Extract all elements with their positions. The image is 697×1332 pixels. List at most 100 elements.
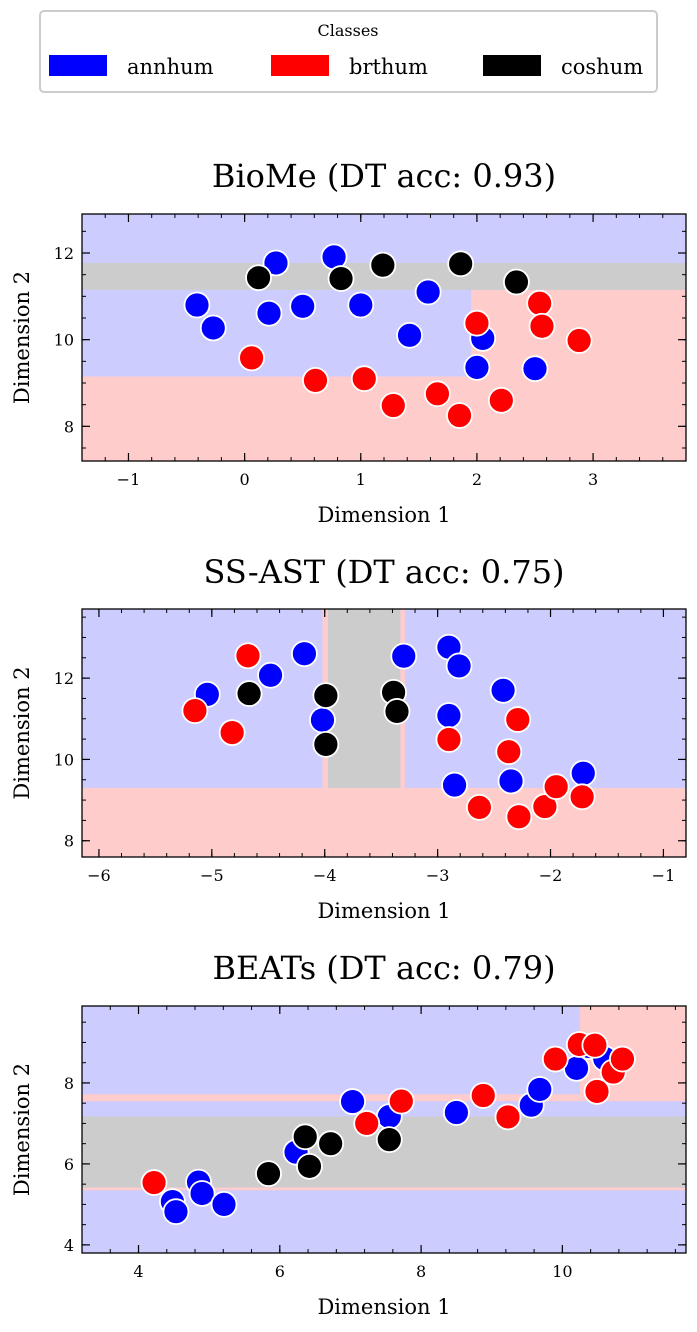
y-axis-label: Dimension 2 — [10, 1063, 34, 1196]
point-brthum — [542, 773, 570, 801]
point-annhum — [188, 1180, 216, 1207]
point-brthum — [504, 706, 532, 733]
point-annhum — [497, 767, 525, 795]
point-annhum — [414, 278, 442, 306]
point-coshum — [317, 1130, 345, 1158]
point-brthum — [531, 793, 559, 820]
point-annhum — [463, 353, 491, 381]
point-brthum — [218, 719, 246, 746]
decision-regions — [82, 609, 686, 857]
point-coshum — [503, 268, 530, 296]
x-tick-label: 4 — [133, 1262, 143, 1281]
point-annhum — [309, 706, 336, 734]
x-tick-label: −1 — [117, 470, 141, 489]
legend: Classes annhum brthum coshum — [39, 10, 658, 93]
point-annhum — [441, 771, 468, 799]
point-brthum — [609, 1045, 636, 1073]
point-annhum — [435, 702, 463, 729]
y-tick-label: 8 — [64, 1074, 74, 1093]
x-tick-label: 2 — [472, 470, 482, 489]
scatter-points — [181, 633, 597, 831]
point-coshum — [447, 250, 475, 278]
point-annhum — [183, 291, 211, 319]
point-coshum — [383, 698, 411, 725]
x-axis-label: Dimension 1 — [317, 1295, 450, 1319]
decision-region-brthum — [82, 1187, 686, 1191]
point-annhum — [339, 1088, 366, 1115]
x-tick-label: 1 — [356, 470, 366, 489]
point-coshum — [312, 730, 340, 758]
point-brthum — [350, 365, 378, 393]
x-tick-label: 3 — [588, 470, 598, 489]
point-brthum — [583, 1078, 611, 1105]
point-brthum — [565, 327, 593, 354]
x-tick-label: 6 — [275, 1262, 285, 1281]
point-annhum — [526, 1076, 554, 1103]
point-brthum — [387, 1087, 415, 1115]
point-brthum — [568, 783, 596, 811]
point-coshum — [235, 680, 263, 707]
point-brthum — [379, 392, 407, 419]
legend-swatch-annhum — [49, 55, 107, 76]
chart-title: BEATs (DT acc: 0.79) — [212, 949, 555, 987]
point-coshum — [375, 1126, 403, 1154]
point-annhum — [255, 299, 283, 327]
x-tick-label: −5 — [200, 866, 224, 885]
y-tick-label: 10 — [54, 331, 74, 350]
chart-title: BioMe (DT acc: 0.93) — [212, 157, 556, 195]
y-tick-label: 8 — [64, 417, 74, 436]
point-brthum — [487, 386, 515, 414]
chart-panel-3: 4 6 8 10 4 6 8 BEATs (DT acc: 0.79) Dimension 1 D… — [10, 949, 687, 1319]
decision-region-brthum — [82, 1094, 581, 1102]
point-annhum — [390, 642, 418, 670]
point-coshum — [255, 1160, 282, 1188]
point-annhum — [262, 249, 290, 277]
x-axis-label: Dimension 1 — [317, 503, 450, 527]
legend-swatch-coshum — [483, 55, 541, 76]
chart-title: SS-AST (DT acc: 0.75) — [203, 553, 564, 591]
scatter-points — [140, 1031, 636, 1226]
point-annhum — [489, 676, 517, 704]
x-tick-label: −4 — [313, 866, 337, 885]
point-brthum — [494, 1103, 522, 1131]
y-tick-label: 6 — [64, 1155, 74, 1174]
point-brthum — [581, 1031, 609, 1059]
x-tick-label: 8 — [416, 1262, 426, 1281]
y-axis-label: Dimension 2 — [10, 666, 34, 799]
point-coshum — [296, 1152, 323, 1180]
point-annhum — [443, 1099, 470, 1126]
point-brthum — [495, 738, 523, 766]
point-annhum — [445, 652, 473, 680]
point-annhum — [291, 640, 318, 668]
point-brthum — [465, 794, 493, 821]
legend-swatch-brthum — [271, 55, 329, 76]
scatter-points — [183, 243, 593, 429]
point-brthum — [353, 1110, 381, 1137]
point-brthum — [505, 803, 533, 831]
decision-region-brthum — [82, 376, 686, 461]
point-brthum — [528, 312, 556, 340]
y-tick-label: 8 — [64, 832, 74, 851]
x-axis-label: Dimension 1 — [317, 899, 450, 923]
x-tick-label: −6 — [87, 866, 111, 885]
x-tick-label: −3 — [426, 866, 450, 885]
point-brthum — [469, 1082, 497, 1109]
x-tick-label: 10 — [552, 1262, 572, 1281]
y-tick-label: 4 — [64, 1236, 74, 1255]
legend-label-annhum: annhum — [127, 55, 214, 79]
y-axis-label: Dimension 2 — [10, 271, 34, 404]
point-brthum — [424, 380, 451, 408]
point-annhum — [162, 1198, 190, 1226]
point-brthum — [541, 1045, 569, 1073]
point-coshum — [245, 264, 272, 292]
legend-label-brthum: brthum — [349, 55, 428, 79]
point-annhum — [199, 314, 227, 342]
plot-frame — [81, 1005, 687, 1254]
point-annhum — [347, 291, 375, 319]
point-coshum — [369, 251, 397, 279]
point-brthum — [238, 344, 265, 372]
decision-regions — [82, 214, 686, 461]
x-tick-label: −1 — [652, 866, 676, 885]
point-brthum — [463, 309, 491, 337]
